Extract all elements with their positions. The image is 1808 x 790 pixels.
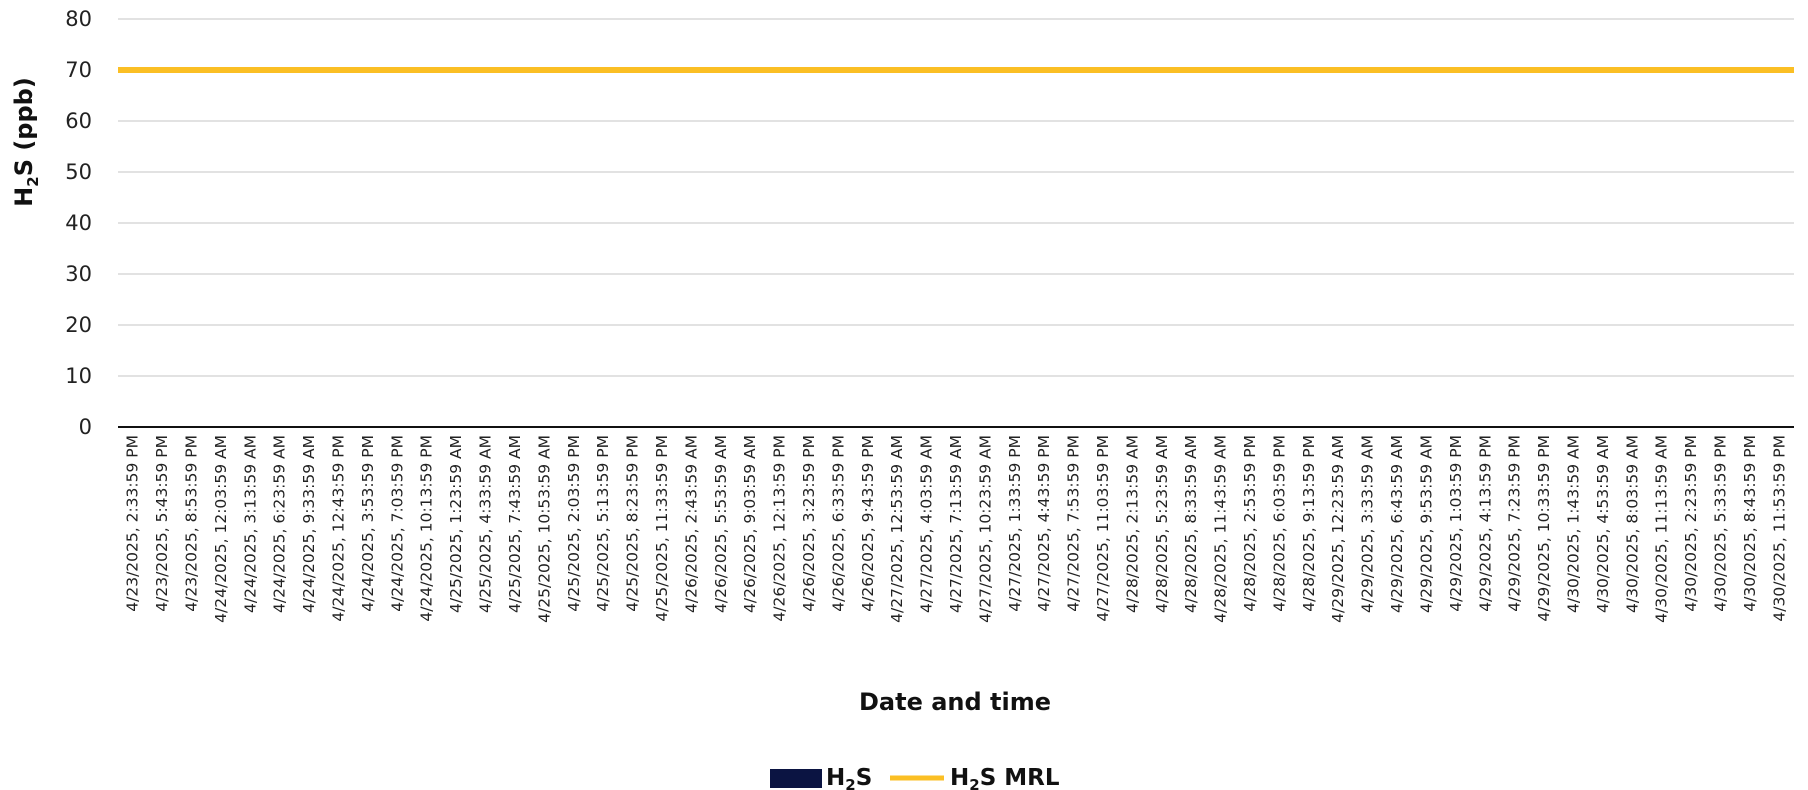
y-tick-label: 60 <box>65 109 92 133</box>
legend: H2S H2S MRL <box>770 765 1060 790</box>
y-tick-label: 20 <box>65 313 92 337</box>
x-tick-label: 4/26/2025, 6:33:59 PM <box>829 435 847 612</box>
x-tick-label: 4/30/2025, 8:03:59 AM <box>1623 435 1641 613</box>
y-tick-label: 70 <box>65 58 92 82</box>
y-tick-label: 10 <box>65 364 92 388</box>
x-tick-label: 4/24/2025, 12:03:59 AM <box>212 435 230 623</box>
x-tick-label: 4/29/2025, 1:03:59 PM <box>1447 435 1465 612</box>
y-tick-label: 50 <box>65 160 92 184</box>
x-tick-label: 4/25/2025, 11:33:59 PM <box>653 435 671 622</box>
x-tick-label: 4/25/2025, 8:23:59 PM <box>624 435 642 612</box>
legend-label-h2s-mrl: H2S MRL <box>950 765 1060 790</box>
x-tick-label: 4/24/2025, 12:43:59 PM <box>330 435 348 622</box>
x-tick-label: 4/24/2025, 3:13:59 AM <box>241 435 259 613</box>
x-tick-label: 4/25/2025, 10:53:59 AM <box>535 435 553 623</box>
x-tick-label: 4/29/2025, 6:43:59 AM <box>1388 435 1406 613</box>
legend-label-h2s: H2S <box>826 765 872 790</box>
x-tick-label: 4/24/2025, 10:13:59 PM <box>418 435 436 622</box>
x-tick-label: 4/28/2025, 6:03:59 PM <box>1270 435 1288 612</box>
y-tick-label: 30 <box>65 262 92 286</box>
x-tick-label: 4/26/2025, 3:23:59 PM <box>800 435 818 612</box>
y-axis-title: H2S (ppb) <box>10 77 42 207</box>
x-tick-label: 4/29/2025, 12:23:59 AM <box>1329 435 1347 623</box>
x-tick-label: 4/27/2025, 7:53:59 PM <box>1065 435 1083 612</box>
x-tick-label: 4/27/2025, 4:03:59 AM <box>918 435 936 613</box>
x-tick-label: 4/30/2025, 2:23:59 PM <box>1682 435 1700 612</box>
x-tick-label: 4/24/2025, 6:23:59 AM <box>271 435 289 613</box>
x-tick-label: 4/30/2025, 11:53:59 PM <box>1770 435 1788 622</box>
x-tick-label: 4/29/2025, 3:33:59 AM <box>1359 435 1377 613</box>
x-tick-label: 4/26/2025, 5:53:59 AM <box>712 435 730 613</box>
x-tick-label: 4/25/2025, 7:43:59 AM <box>506 435 524 613</box>
x-tick-label: 4/27/2025, 7:13:59 AM <box>947 435 965 613</box>
x-tick-label: 4/28/2025, 11:43:59 AM <box>1212 435 1230 623</box>
x-tick-label: 4/26/2025, 2:43:59 AM <box>682 435 700 613</box>
x-tick-label: 4/30/2025, 8:43:59 PM <box>1741 435 1759 612</box>
y-tick-label: 0 <box>79 415 92 439</box>
x-tick-label: 4/25/2025, 2:03:59 PM <box>565 435 583 612</box>
x-tick-label: 4/30/2025, 1:43:59 AM <box>1564 435 1582 613</box>
x-tick-label: 4/28/2025, 9:13:59 PM <box>1300 435 1318 612</box>
x-tick-label: 4/27/2025, 1:33:59 PM <box>1006 435 1024 612</box>
x-tick-label: 4/24/2025, 3:53:59 PM <box>359 435 377 612</box>
x-tick-label: 4/28/2025, 2:53:59 PM <box>1241 435 1259 612</box>
x-tick-label: 4/25/2025, 4:33:59 AM <box>477 435 495 613</box>
x-tick-label: 4/30/2025, 5:33:59 PM <box>1711 435 1729 612</box>
x-tick-label: 4/29/2025, 7:23:59 PM <box>1506 435 1524 612</box>
x-tick-label: 4/25/2025, 1:23:59 AM <box>447 435 465 613</box>
x-tick-label: 4/25/2025, 5:13:59 PM <box>594 435 612 612</box>
x-tick-label: 4/30/2025, 11:13:59 AM <box>1653 435 1671 623</box>
x-tick-label: 4/24/2025, 9:33:59 AM <box>300 435 318 613</box>
x-tick-label: 4/23/2025, 5:43:59 PM <box>153 435 171 612</box>
y-axis-ticks: 0 10 20 30 40 50 60 70 80 <box>65 7 92 439</box>
x-tick-label: 4/27/2025, 11:03:59 PM <box>1094 435 1112 622</box>
x-tick-label: 4/28/2025, 5:23:59 AM <box>1153 435 1171 613</box>
x-tick-label: 4/26/2025, 9:43:59 PM <box>859 435 877 612</box>
x-tick-label: 4/28/2025, 8:33:59 AM <box>1182 435 1200 613</box>
x-tick-label: 4/28/2025, 2:13:59 AM <box>1123 435 1141 613</box>
y-tick-label: 80 <box>65 7 92 31</box>
x-tick-label: 4/23/2025, 8:53:59 PM <box>183 435 201 612</box>
x-tick-label: 4/23/2025, 2:33:59 PM <box>124 435 142 612</box>
x-tick-label: 4/27/2025, 10:23:59 AM <box>976 435 994 623</box>
legend-swatch-h2s <box>770 769 822 788</box>
x-tick-label: 4/30/2025, 4:53:59 AM <box>1594 435 1612 613</box>
x-tick-label: 4/27/2025, 4:43:59 PM <box>1035 435 1053 612</box>
x-tick-label: 4/29/2025, 9:53:59 AM <box>1417 435 1435 613</box>
x-tick-label: 4/24/2025, 7:03:59 PM <box>388 435 406 612</box>
x-axis-title: Date and time <box>859 688 1051 716</box>
x-tick-label: 4/29/2025, 4:13:59 PM <box>1476 435 1494 612</box>
y-tick-label: 40 <box>65 211 92 235</box>
x-axis-ticks: 4/23/2025, 2:33:59 PM 4/23/2025, 5:43:59 … <box>124 435 1789 623</box>
x-tick-label: 4/27/2025, 12:53:59 AM <box>888 435 906 623</box>
x-tick-label: 4/26/2025, 12:13:59 PM <box>771 435 789 622</box>
x-tick-label: 4/26/2025, 9:03:59 AM <box>741 435 759 613</box>
x-tick-label: 4/29/2025, 10:33:59 PM <box>1535 435 1553 622</box>
